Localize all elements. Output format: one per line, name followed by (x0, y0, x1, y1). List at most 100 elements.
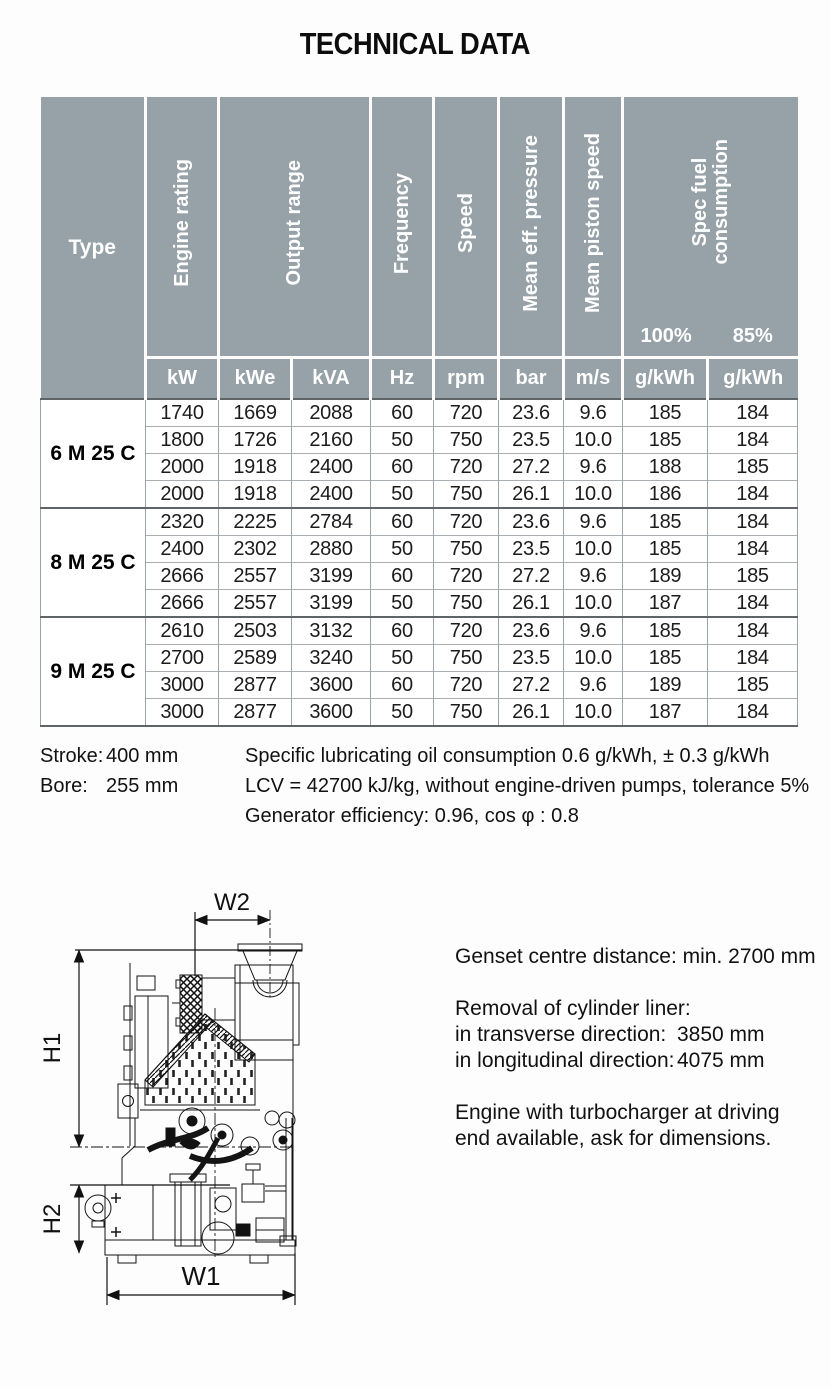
data-cell: 2160 (291, 426, 371, 454)
dim-label-w1: W1 (182, 1261, 221, 1291)
dimension-lines (70, 912, 302, 1305)
stroke-bore-notes: Stroke: 400 mm Bore: 255 mm (40, 741, 178, 801)
data-cell: 184 (707, 644, 798, 672)
transverse-label: in transverse direction: (455, 1023, 667, 1046)
table-body: 6 M 25 C 1740 1669 2088 60 720 23.6 9.6 185 184 18… (40, 398, 798, 727)
note-line: Generator efficiency: 0.96, cos φ : 0.8 (245, 805, 579, 827)
header-spec-fuel-consumption: Spec fuel consumption 100% 85% (621, 97, 798, 357)
data-cell: 50 (370, 644, 434, 672)
data-cell: 23.6 (498, 398, 564, 427)
data-cell: 9.6 (563, 507, 623, 536)
data-cell: 185 (622, 426, 708, 454)
data-cell: 23.5 (498, 535, 564, 563)
data-cell: 9.6 (563, 616, 623, 645)
data-cell: 2000 (145, 480, 219, 508)
note-line: Specific lubricating oil consumption 0.6… (245, 745, 770, 767)
data-cell: 750 (433, 426, 499, 454)
data-cell: 189 (622, 671, 708, 699)
data-cell: 50 (370, 426, 434, 454)
table-header: Type Engine rating Output range Frequenc… (40, 97, 798, 399)
unit-ms: m/s (562, 355, 623, 399)
unit-bar: bar (497, 355, 564, 399)
consumption-notes: Specific lubricating oil consumption 0.6… (245, 741, 809, 831)
data-cell: 184 (707, 616, 798, 645)
data-cell: 2784 (291, 507, 371, 536)
data-cell: 184 (707, 480, 798, 508)
data-cell: 9.6 (563, 453, 623, 481)
bore-value: 255 mm (106, 775, 179, 797)
removal-title: Removal of cylinder liner: (455, 997, 691, 1020)
table-row: 8 M 25 C 2320 2225 2784 60 720 23.6 9.6 185 184 (40, 507, 798, 617)
engine-type-cell: 9 M 25 C (40, 616, 146, 727)
table-row: 3000 2877 3600 60 720 27.2 9.6 189 185 (41, 671, 798, 699)
data-cell: 2503 (218, 616, 292, 645)
stroke-label: Stroke: (40, 745, 104, 767)
header-speed: Speed (432, 97, 499, 357)
data-cell: 3132 (291, 616, 371, 645)
data-cell: 2880 (291, 535, 371, 563)
data-cell: 2400 (291, 453, 371, 481)
data-cell: 27.2 (498, 671, 564, 699)
data-cell: 2666 (145, 562, 219, 590)
data-cell: 2088 (291, 398, 371, 427)
note-line: LCV = 42700 kJ/kg, without engine-driven… (245, 775, 810, 797)
data-cell: 185 (622, 535, 708, 563)
data-cell: 185 (622, 644, 708, 672)
dimension-info: Genset centre distance: min. 2700 mm Rem… (455, 944, 816, 1152)
dim-label-w2: W2 (214, 889, 250, 916)
data-cell: 10.0 (563, 589, 623, 617)
transverse-row: in transverse direction: 3850 mm (455, 1022, 816, 1048)
data-cell: 23.6 (498, 507, 564, 536)
table-row: 2400 2302 2880 50 750 23.5 10.0 185 184 (41, 535, 798, 563)
table-row: 1800 1726 2160 50 750 23.5 10.0 185 184 (41, 426, 798, 454)
data-cell: 720 (433, 671, 499, 699)
data-cell: 1800 (145, 426, 219, 454)
units-row: kW kWe kVA Hz rpm bar m/s g/kWh g/kWh (41, 355, 798, 399)
data-cell: 26.1 (498, 589, 564, 617)
header-mean-piston-speed: Mean piston speed (562, 97, 623, 357)
unit-gkwh-85: g/kWh (706, 355, 798, 399)
data-cell: 720 (433, 562, 499, 590)
longitudinal-row: in longitudinal direction: 4075 mm (455, 1048, 816, 1074)
data-cell: 2557 (218, 589, 292, 617)
data-cell: 27.2 (498, 562, 564, 590)
longitudinal-label: in longitudinal direction: (455, 1049, 675, 1072)
data-cell: 2877 (218, 671, 292, 699)
header-mean-eff-pressure: Mean eff. pressure (497, 97, 564, 357)
data-cell: 2557 (218, 562, 292, 590)
data-cell: 1918 (218, 480, 292, 508)
data-cell: 2400 (145, 535, 219, 563)
data-cell: 26.1 (498, 480, 564, 508)
table-row: 2000 1918 2400 60 720 27.2 9.6 188 185 (41, 453, 798, 481)
unit-hz: Hz (369, 355, 434, 399)
data-cell: 750 (433, 480, 499, 508)
data-cell: 3000 (145, 671, 219, 699)
stroke-row: Stroke: 400 mm (40, 741, 178, 771)
data-cell: 2700 (145, 644, 219, 672)
data-cell: 3199 (291, 562, 371, 590)
header-frequency: Frequency (369, 97, 434, 357)
data-cell: 188 (622, 453, 708, 481)
data-cell: 10.0 (563, 480, 623, 508)
data-cell: 9.6 (563, 562, 623, 590)
data-cell: 184 (707, 426, 798, 454)
data-cell: 3600 (291, 671, 371, 699)
data-cell: 10.0 (563, 644, 623, 672)
stroke-value: 400 mm (106, 745, 179, 767)
data-cell: 186 (622, 480, 708, 508)
table-row: 2000 1918 2400 50 750 26.1 10.0 186 184 (41, 480, 798, 508)
load-100-label: 100% (640, 324, 692, 347)
table-row: 2700 2589 3240 50 750 23.5 10.0 185 184 (41, 644, 798, 672)
data-cell: 185 (707, 562, 798, 590)
dim-label-h2: H2 (40, 1204, 66, 1235)
data-cell: 9.6 (563, 398, 623, 427)
data-cell: 720 (433, 398, 499, 427)
data-cell: 3600 (291, 698, 371, 727)
technical-data-table: Type Engine rating Output range Frequenc… (40, 97, 798, 727)
transverse-value: 3850 mm (677, 1023, 765, 1046)
dim-label-h1: H1 (40, 1033, 66, 1064)
data-cell: 60 (370, 453, 434, 481)
data-cell: 185 (707, 671, 798, 699)
bore-row: Bore: 255 mm (40, 771, 178, 801)
unit-gkwh-100: g/kWh (621, 355, 708, 399)
